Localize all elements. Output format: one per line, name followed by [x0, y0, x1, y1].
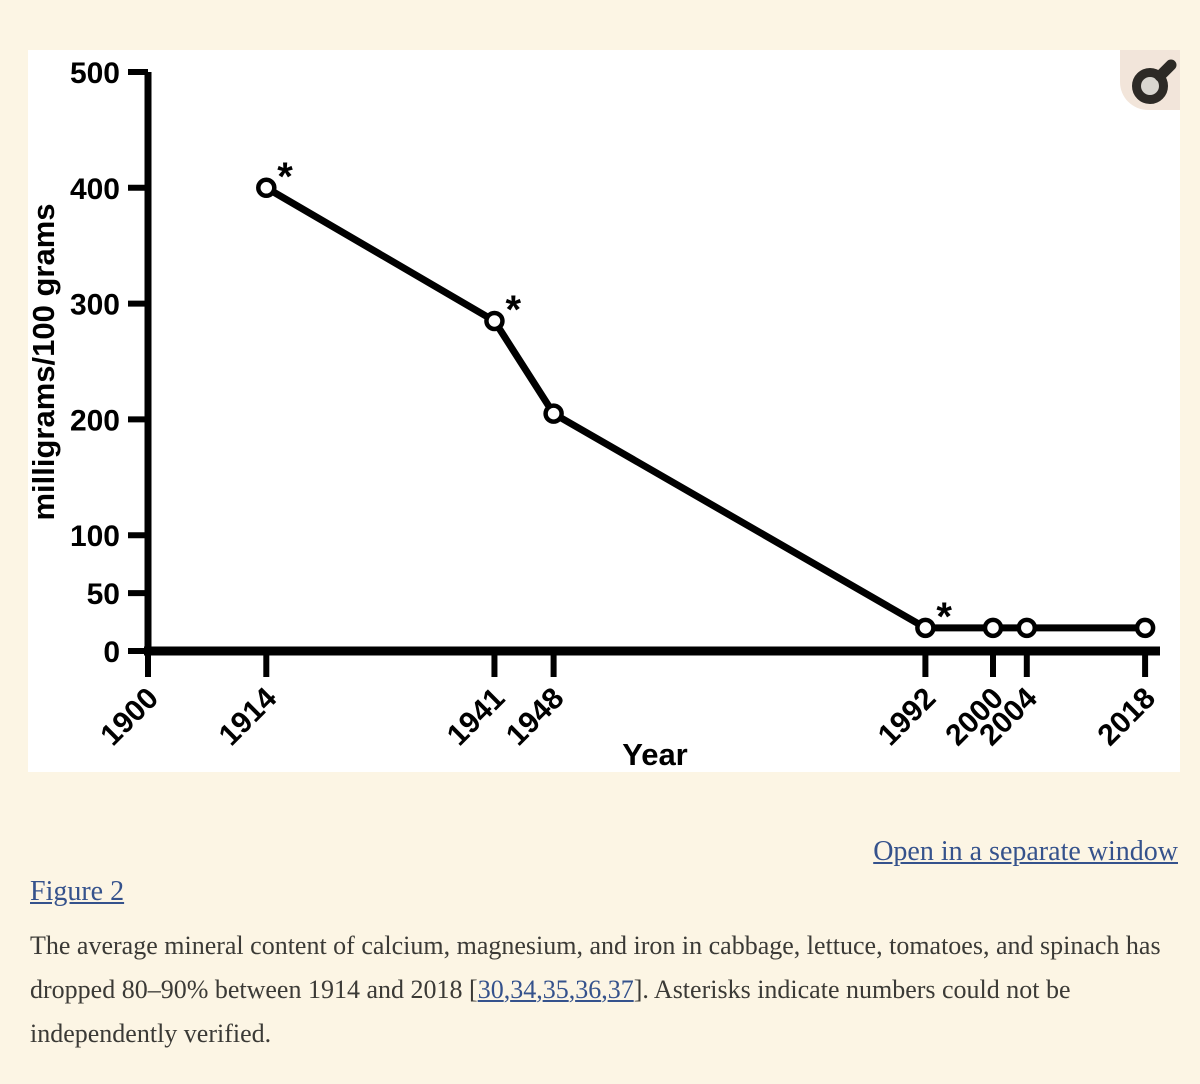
y-tick-label: 50 — [87, 578, 120, 611]
data-point-1914 — [256, 177, 277, 199]
data-point-1992 — [915, 617, 936, 639]
open-separate-window-row: Open in a separate window — [873, 836, 1178, 868]
reference-link-34[interactable]: 34 — [510, 975, 537, 1004]
data-point-2000 — [982, 617, 1004, 639]
reference-link-35[interactable]: 35 — [542, 975, 569, 1004]
y-tick-label: 400 — [70, 173, 120, 206]
caption-text-after: ]. Asterisks indicate numbers could not … — [30, 975, 1071, 1048]
x-tick-label: 1992 — [872, 682, 943, 753]
x-axis-title: Year — [622, 737, 688, 772]
data-line — [264, 184, 1146, 632]
figure-label-row: Figure 2 — [30, 876, 124, 908]
x-tick-label: 1941 — [441, 682, 512, 753]
caption-citations: 30,34,35,36,37 — [478, 975, 634, 1004]
x-tick-label: 1948 — [500, 682, 571, 753]
asterisk-marker: * — [505, 288, 521, 332]
reference-link-37[interactable]: 37 — [607, 975, 634, 1004]
zoom-button[interactable] — [1120, 50, 1180, 110]
y-tick-label: 300 — [70, 289, 120, 322]
y-tick-label: 200 — [70, 404, 120, 437]
citation-separator: , — [536, 975, 543, 1004]
reference-link-30[interactable]: 30 — [477, 975, 504, 1004]
reference-link-36[interactable]: 36 — [575, 975, 602, 1004]
figure-image-panel[interactable]: 0 50 100 200 300 400 500 1900 1914 1941 1948 1992 20… — [28, 50, 1180, 772]
citation-separator: , — [503, 975, 511, 1004]
asterisk-marker: * — [277, 155, 293, 199]
figure-caption: The average mineral content of calcium, … — [30, 924, 1165, 1056]
citation-separator: , — [568, 975, 576, 1004]
asterisk-marker: * — [936, 595, 952, 639]
figure-2-link[interactable]: Figure 2 — [30, 876, 125, 907]
y-axis-title: milligrams/100 grams — [28, 203, 61, 520]
caption-text-before: The average mineral content of calcium, … — [30, 931, 1161, 1004]
y-tick-label: 100 — [70, 520, 120, 553]
x-tick-label: 1914 — [213, 681, 284, 752]
citation-separator: , — [601, 975, 608, 1004]
y-tick-label: 500 — [70, 57, 120, 90]
x-tick-label: 2018 — [1092, 682, 1163, 753]
magnifier-icon — [1132, 59, 1177, 104]
data-point-1941 — [484, 310, 505, 332]
data-point-1948 — [543, 403, 564, 424]
data-point-2018 — [1134, 617, 1156, 639]
open-separate-window-link[interactable]: Open in a separate window — [873, 836, 1178, 867]
y-tick-label: 0 — [103, 636, 120, 669]
data-point-2004 — [1016, 617, 1038, 639]
x-tick-label: 1900 — [94, 682, 165, 753]
